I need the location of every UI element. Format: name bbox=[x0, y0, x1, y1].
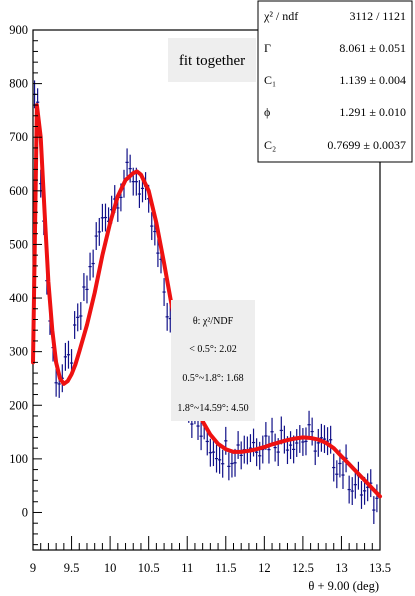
y-tick-label: 0 bbox=[22, 505, 28, 519]
x-axis-title: θ + 9.00 (deg) bbox=[308, 579, 379, 593]
data-point bbox=[273, 433, 277, 462]
data-point bbox=[66, 340, 71, 369]
data-point bbox=[156, 239, 160, 268]
fit-label-text: fit together bbox=[179, 53, 245, 69]
x-tick-label: 13.5 bbox=[369, 561, 391, 575]
stats-value-0: 3112 / 1121 bbox=[350, 9, 406, 23]
data-point bbox=[316, 428, 320, 457]
data-point bbox=[307, 410, 311, 439]
x-tick-label: 11 bbox=[181, 561, 193, 575]
data-point bbox=[251, 428, 256, 457]
data-point bbox=[162, 278, 166, 306]
y-tick-label: 500 bbox=[9, 237, 28, 251]
data-point bbox=[218, 445, 222, 474]
data-point bbox=[100, 203, 104, 232]
x-tick-label: 9 bbox=[30, 561, 36, 575]
annotation-line-3: 1.8°~14.59°: 4.50 bbox=[177, 403, 248, 414]
chi2-annotation-box: θ: χ²/NDF < 0.5°: 2.02 0.5°~1.8°: 1.68 1… bbox=[171, 300, 255, 421]
data-point bbox=[94, 222, 98, 250]
data-point bbox=[199, 422, 203, 451]
annotation-line-1: < 0.5°: 2.02 bbox=[189, 344, 236, 355]
annotation-line-2: 0.5°~1.8°: 1.68 bbox=[182, 373, 243, 384]
stats-box: χ² / ndf 3112 / 1121 Γ 8.061 ± 0.051 C₁ … bbox=[257, 0, 413, 163]
data-point bbox=[255, 438, 259, 467]
y-tick-label: 300 bbox=[9, 345, 28, 359]
stats-label-2: C₁ bbox=[264, 73, 276, 87]
y-tick-label: 700 bbox=[9, 130, 28, 144]
stats-value-3: 1.291 ± 0.010 bbox=[339, 105, 406, 119]
data-point bbox=[350, 477, 354, 506]
stats-label-3: ϕ bbox=[264, 105, 270, 119]
data-point bbox=[103, 203, 108, 232]
data-point bbox=[359, 481, 364, 509]
y-tick-label: 200 bbox=[9, 398, 28, 412]
data-point bbox=[97, 217, 101, 246]
data-point bbox=[295, 429, 299, 457]
data-point bbox=[54, 368, 58, 397]
axes-ticks: 0 100 200 300 400 500 600 700 800 900 9 9.5 10 10.5 11… bbox=[9, 23, 391, 575]
data-point bbox=[347, 475, 351, 504]
y-tick-label: 600 bbox=[9, 184, 28, 198]
data-point bbox=[239, 441, 243, 470]
x-tick-label: 10 bbox=[104, 561, 117, 575]
x-tick-label: 10.5 bbox=[138, 561, 160, 575]
fit-label-box: fit together bbox=[168, 38, 256, 82]
stats-label-4: C₂ bbox=[264, 138, 276, 152]
x-tick-label: 12.5 bbox=[292, 561, 314, 575]
data-point bbox=[236, 431, 240, 459]
data-point bbox=[301, 428, 305, 456]
data-point bbox=[332, 453, 336, 482]
data-point bbox=[165, 302, 169, 331]
y-tick-label: 400 bbox=[9, 291, 28, 305]
data-point bbox=[335, 460, 339, 489]
data-point bbox=[270, 417, 274, 446]
data-point bbox=[88, 252, 92, 281]
data-point bbox=[221, 449, 225, 478]
data-point bbox=[214, 444, 219, 473]
data-point bbox=[310, 417, 314, 446]
data-point bbox=[267, 435, 271, 464]
data-point bbox=[372, 496, 376, 525]
data-point bbox=[208, 438, 212, 467]
data-point bbox=[353, 470, 357, 499]
stats-value-2: 1.139 ± 0.004 bbox=[339, 73, 406, 87]
data-point bbox=[227, 452, 231, 481]
data-point bbox=[150, 212, 154, 241]
x-tick-label: 13 bbox=[335, 561, 348, 575]
stats-value-4: 0.7699 ± 0.0037 bbox=[327, 138, 406, 152]
stats-label-1: Γ bbox=[264, 41, 271, 55]
data-point bbox=[211, 438, 216, 467]
data-point bbox=[230, 449, 234, 478]
data-point bbox=[79, 302, 83, 330]
data-point bbox=[288, 431, 293, 460]
data-point bbox=[137, 180, 142, 208]
data-point bbox=[82, 273, 86, 301]
data-point bbox=[313, 437, 317, 466]
annotation-line-0: θ: χ²/NDF bbox=[193, 316, 234, 327]
data-point bbox=[322, 425, 327, 454]
data-point bbox=[91, 249, 95, 278]
data-point bbox=[304, 427, 308, 456]
y-tick-label: 800 bbox=[9, 77, 28, 91]
x-tick-label: 12 bbox=[258, 561, 271, 575]
data-point bbox=[329, 425, 333, 454]
stats-value-1: 8.061 ± 0.051 bbox=[339, 41, 406, 55]
x-tick-label: 11.5 bbox=[215, 561, 236, 575]
x-tick-label: 9.5 bbox=[64, 561, 80, 575]
data-point bbox=[73, 311, 77, 339]
data-point bbox=[125, 148, 129, 177]
y-tick-label: 900 bbox=[9, 23, 28, 37]
data-point bbox=[248, 434, 253, 463]
data-point bbox=[375, 484, 379, 513]
y-tick-label: 100 bbox=[9, 452, 28, 466]
data-point bbox=[85, 275, 89, 304]
data-point bbox=[76, 303, 80, 332]
data-point bbox=[63, 342, 67, 371]
data-point bbox=[319, 423, 323, 452]
stats-label-0: χ² / ndf bbox=[263, 9, 298, 23]
data-point bbox=[341, 461, 345, 489]
